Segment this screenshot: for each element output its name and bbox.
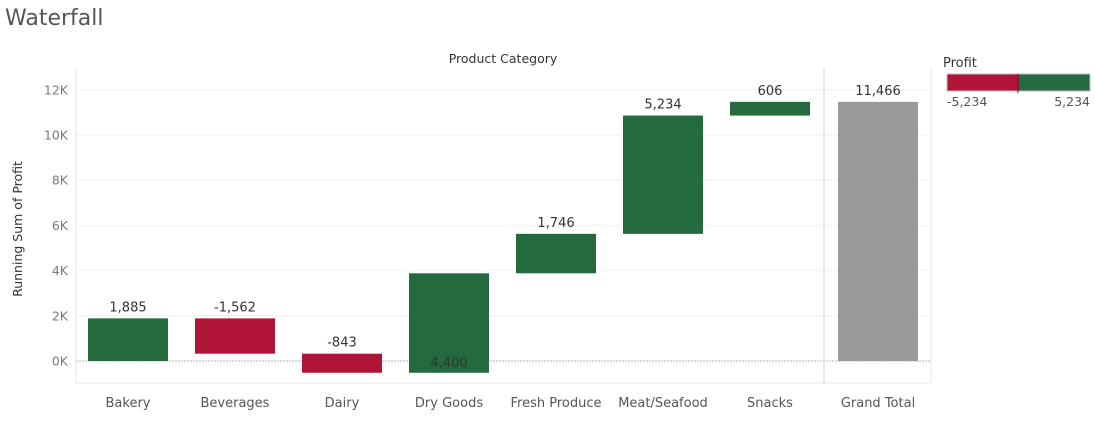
column-header: Product Category [449, 51, 558, 66]
data-label: 606 [758, 84, 783, 99]
bar [730, 101, 810, 116]
data-label: -843 [327, 336, 357, 351]
legend-max-label: 5,234 [1054, 94, 1090, 109]
data-label: 1,746 [537, 216, 574, 231]
y-tick-label: 10K [44, 128, 69, 143]
bar [88, 318, 168, 361]
bar [516, 233, 596, 274]
data-label: 5,234 [644, 98, 681, 113]
page-title: Waterfall [5, 6, 104, 31]
y-tick-label: 12K [44, 82, 69, 97]
y-tick-label: 0K [52, 354, 69, 369]
category-labels: Bakery Beverages Dairy Dry Goods Fresh Produ… [106, 396, 916, 411]
data-label: 4,400 [430, 356, 467, 371]
y-axis-title: Running Sum of Profit [10, 161, 25, 297]
y-tick-label: 6K [52, 218, 69, 233]
legend-title: Profit [943, 56, 977, 71]
bar [409, 273, 489, 373]
legend-negative-swatch [947, 74, 1019, 91]
data-label: 1,885 [109, 300, 146, 315]
legend-positive-swatch [1019, 74, 1090, 91]
bar [195, 318, 275, 354]
x-tick-label: Snacks [747, 396, 793, 411]
legend-min-label: -5,234 [947, 94, 987, 109]
y-tick-label: 4K [52, 263, 69, 278]
x-tick-label: Dairy [325, 396, 360, 411]
data-label: -1,562 [214, 300, 256, 315]
x-tick-label-total: Grand Total [841, 396, 915, 411]
y-tick-label: 2K [52, 308, 69, 323]
x-tick-label: Dry Goods [415, 396, 483, 411]
bar [623, 115, 703, 234]
x-tick-label: Beverages [201, 396, 270, 411]
total-bar [838, 101, 918, 361]
x-tick-label: Fresh Produce [511, 396, 602, 411]
legend: Profit -5,234 5,234 [943, 56, 1091, 109]
bar [302, 353, 382, 373]
total-data-label: 11,466 [855, 84, 901, 99]
x-tick-label: Meat/Seafood [618, 396, 708, 411]
y-axis: 0K 2K 4K 6K 8K 10K 12K [44, 82, 69, 368]
y-tick-label: 8K [52, 173, 69, 188]
gridlines [75, 68, 932, 384]
bars: 1,885 -1,562 -843 4,400 1,746 5,234 606 11,466 [88, 84, 918, 373]
x-tick-label: Bakery [106, 396, 151, 411]
